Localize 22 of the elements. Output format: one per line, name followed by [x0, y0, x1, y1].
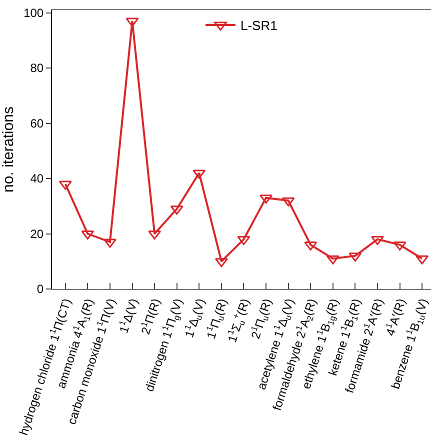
- point: [416, 255, 429, 264]
- point: [348, 252, 362, 262]
- point: [326, 255, 340, 264]
- y-tick-label: 0: [36, 282, 44, 296]
- point: [282, 197, 295, 206]
- y-tick-label: 40: [30, 172, 44, 186]
- point: [58, 180, 72, 190]
- y-tick-label: 60: [30, 116, 44, 130]
- point: [126, 18, 139, 27]
- point: [170, 206, 184, 215]
- y-tick-label: 100: [24, 6, 44, 20]
- point: [260, 194, 273, 204]
- point: [393, 242, 406, 251]
- point: [192, 170, 206, 179]
- point: [304, 242, 318, 251]
- y-axis-title: no. iterations: [0, 106, 17, 192]
- legend-label: L-SR1: [240, 18, 278, 34]
- y-tick-label: 80: [30, 61, 44, 76]
- point: [103, 238, 116, 248]
- point: [214, 258, 228, 268]
- y-tick-label: 20: [30, 226, 44, 241]
- point: [237, 236, 250, 246]
